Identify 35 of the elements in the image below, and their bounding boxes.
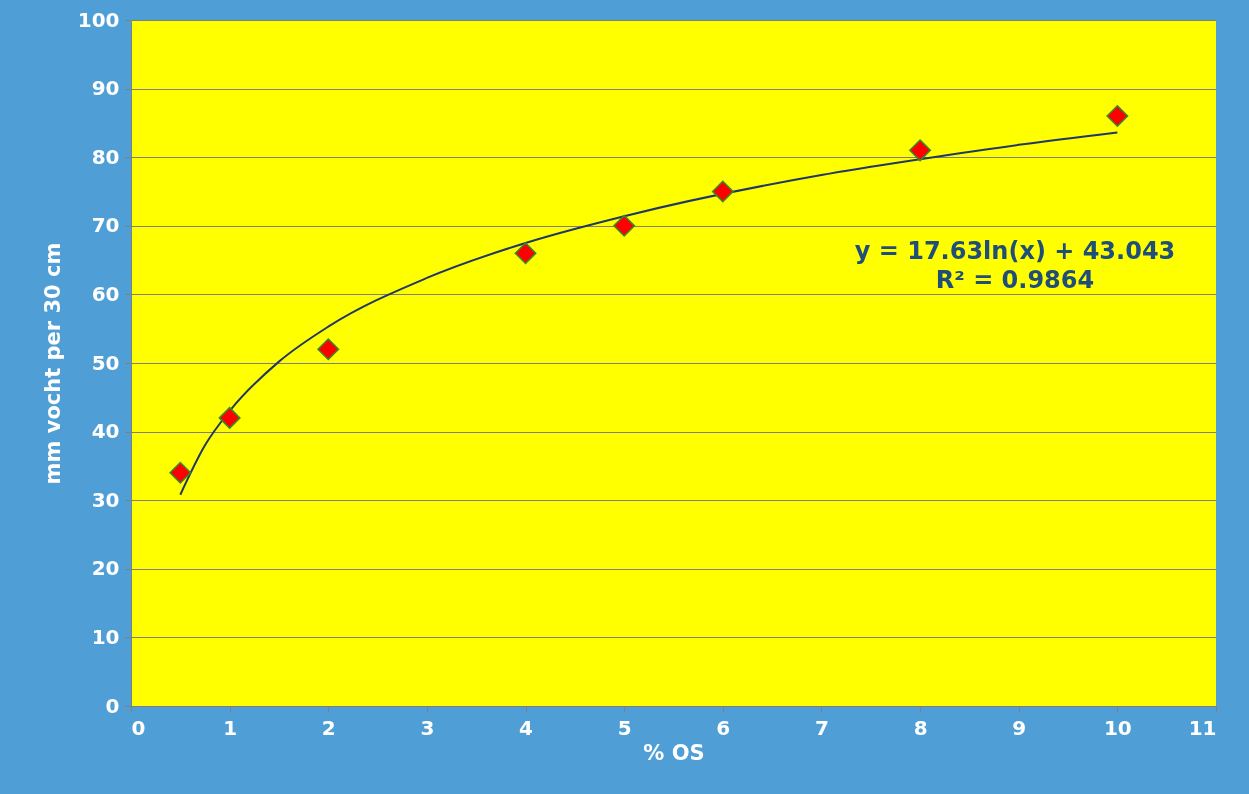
- y-tick-label: 90: [91, 76, 120, 101]
- annotation: R² = 0.9864: [935, 266, 1095, 294]
- x-tick-label: 5: [617, 715, 632, 740]
- y-tick-label: 0: [105, 693, 120, 718]
- annotation: y = 17.63ln(x) + 43.043: [854, 237, 1176, 265]
- point: [613, 214, 636, 237]
- y-tick-label: 20: [91, 556, 120, 581]
- x-tick-label: 6: [716, 715, 731, 740]
- point: [169, 461, 192, 484]
- y-tick-label: 70: [91, 213, 120, 238]
- x-tick-label: 8: [913, 715, 928, 740]
- y-tick-label: 50: [91, 350, 120, 375]
- x-tick-label: 2: [321, 715, 336, 740]
- x-tick-label: 7: [814, 715, 829, 740]
- x-tick-label: 0: [131, 715, 146, 740]
- y-tick-label: 60: [91, 281, 120, 306]
- y-tick-label: 100: [77, 7, 120, 32]
- point: [317, 338, 340, 361]
- y-tick-label: 10: [91, 624, 120, 649]
- x-tick-label: 4: [519, 715, 534, 740]
- x-tick-label: 9: [1012, 715, 1027, 740]
- x-tick-label: 3: [420, 715, 435, 740]
- x-tick-label: 10: [1103, 715, 1132, 740]
- point: [711, 180, 734, 203]
- y-axis-title: mm vocht per 30 cm: [40, 242, 65, 485]
- y-tick-label: 40: [91, 419, 120, 444]
- x-tick-label: 11: [1188, 715, 1217, 740]
- point: [1106, 105, 1129, 128]
- x-axis-title: % OS: [643, 740, 705, 765]
- y-tick-label: 80: [91, 144, 120, 169]
- point: [218, 406, 241, 429]
- point: [909, 139, 932, 162]
- x-tick-label: 1: [223, 715, 238, 740]
- point: [514, 242, 537, 265]
- y-tick-label: 30: [91, 487, 120, 512]
